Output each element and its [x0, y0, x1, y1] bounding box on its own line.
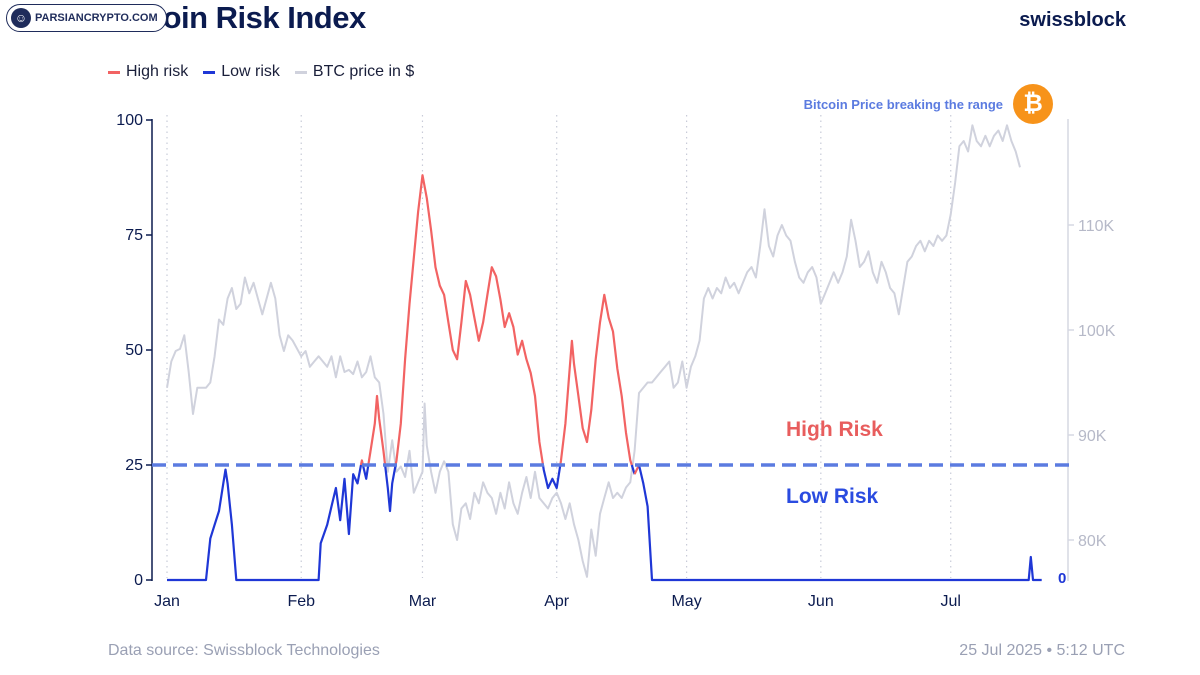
legend-swatch-high	[108, 70, 120, 74]
high-risk-zone-label: High Risk	[786, 418, 883, 441]
high-risk-line	[394, 174, 545, 466]
zero-right-label: 0	[1058, 570, 1067, 587]
legend-swatch-low	[203, 70, 216, 74]
data-source: Data source: Swissblock Technologies	[108, 642, 380, 659]
x-tick-label: Jul	[941, 593, 961, 610]
left-tick-label: 0	[134, 572, 143, 589]
right-tick-label: 100K	[1078, 323, 1116, 340]
watermark-badge: ☺ PARSIANCRYPTO.COM	[6, 4, 167, 32]
bitcoin-icon: ₿	[1013, 84, 1053, 124]
legend-label: Low risk	[221, 63, 280, 80]
x-tick-label: Apr	[544, 593, 570, 610]
legend: High risk Low risk BTC price in $	[108, 63, 414, 81]
low-risk-line	[637, 464, 1042, 582]
range-annotation: Bitcoin Price breaking the range	[803, 97, 1003, 112]
high-risk-line	[367, 394, 387, 466]
watermark-text: PARSIANCRYPTO.COM	[35, 12, 158, 24]
low-risk-line	[167, 464, 363, 582]
x-tick-label: May	[671, 593, 701, 610]
left-tick-label: 25	[125, 457, 143, 474]
legend-item-btc-price: BTC price in $	[294, 63, 415, 81]
x-tick-label: Feb	[287, 593, 315, 610]
timestamp: 25 Jul 2025 • 5:12 UTC	[959, 642, 1125, 659]
left-tick-label: 75	[125, 227, 143, 244]
low-risk-line	[384, 464, 397, 513]
left-tick-label: 50	[125, 342, 143, 359]
low-risk-line	[541, 464, 562, 490]
btc-price-line	[166, 124, 1021, 578]
legend-label: BTC price in $	[312, 63, 415, 80]
legend-item-low-risk: Low risk	[203, 63, 280, 81]
x-tick-label: Jan	[154, 593, 180, 610]
x-tick-label: Jun	[808, 593, 834, 610]
low-risk-zone-label: Low Risk	[786, 485, 879, 508]
right-tick-label: 90K	[1078, 428, 1107, 445]
high-risk-line	[559, 293, 633, 466]
left-tick-label: 100	[116, 112, 143, 129]
legend-label: High risk	[126, 63, 189, 80]
x-tick-label: Mar	[409, 593, 437, 610]
low-risk-line	[361, 464, 370, 480]
brand-logo: swissblock	[1019, 9, 1126, 31]
legend-swatch-price	[294, 70, 307, 74]
legend-item-high-risk: High risk	[108, 63, 188, 81]
right-tick-label: 80K	[1078, 533, 1107, 550]
right-tick-label: 110K	[1078, 218, 1115, 235]
watermark-icon: ☺	[11, 8, 31, 28]
